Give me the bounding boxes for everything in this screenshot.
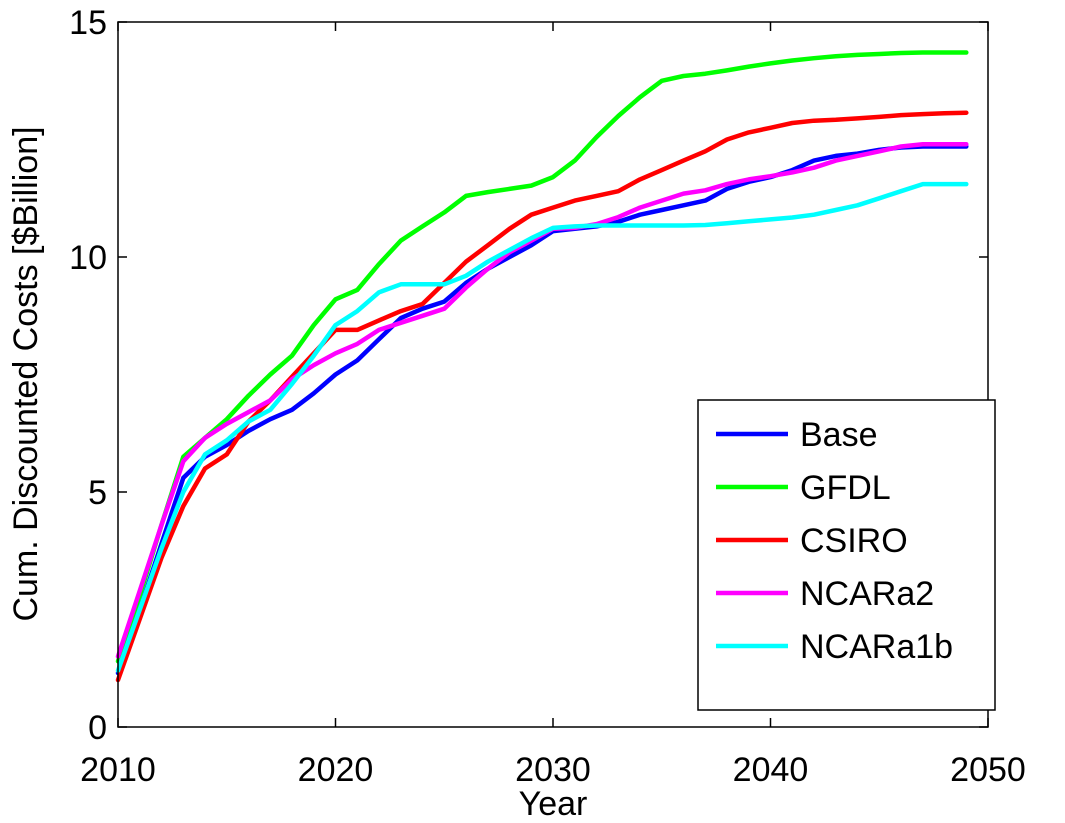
y-tick-label: 0: [88, 709, 107, 747]
x-tick-label: 2050: [950, 751, 1026, 789]
ticks-layer: 2010 2020 2030 2040 2050 0 5 10 15: [69, 4, 1026, 789]
legend-label-ncara1b: NCARa1b: [800, 628, 953, 666]
x-tick-label: 2040: [733, 751, 809, 789]
y-tick-label: 15: [69, 4, 107, 42]
legend: Base GFDL CSIRO NCARa2 NCARa1b: [697, 399, 996, 711]
y-tick-label: 5: [88, 474, 107, 512]
legend-label-base: Base: [800, 416, 878, 454]
x-tick-label: 2010: [80, 751, 156, 789]
series-line-csiro: [115, 110, 969, 683]
x-tick-label: 2020: [298, 751, 374, 789]
y-tick-label: 10: [69, 239, 107, 277]
series-line-gfdl: [115, 50, 969, 664]
legend-label-ncara2: NCARa2: [800, 575, 934, 613]
series-line-ncara1b: [115, 181, 969, 673]
x-axis-title: Year: [519, 785, 588, 823]
series-layer: [115, 50, 969, 683]
legend-box: [697, 399, 996, 711]
x-tick-label: 2030: [515, 751, 591, 789]
series-line-base: [115, 144, 969, 676]
legend-label-csiro: CSIRO: [800, 522, 908, 560]
legend-label-gfdl: GFDL: [800, 469, 891, 507]
y-axis-title: Cum. Discounted Costs [$Billion]: [7, 126, 45, 621]
